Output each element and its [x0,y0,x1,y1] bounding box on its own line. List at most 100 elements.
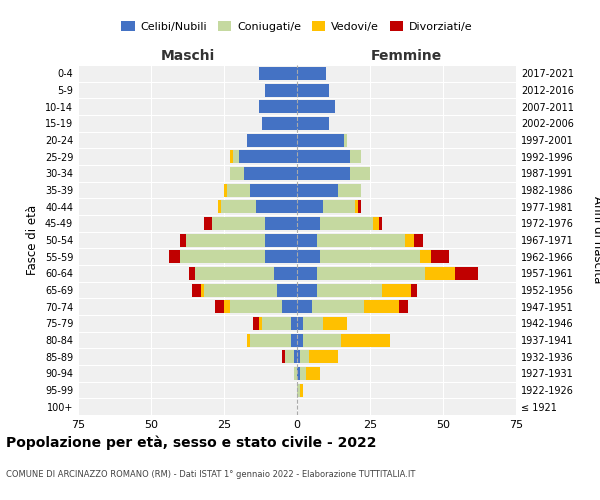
Bar [265,234,297,246]
Bar [192,284,200,296]
Bar [297,284,317,296]
Bar [265,84,297,96]
Bar [230,150,233,163]
Bar [405,234,414,246]
Bar [355,200,358,213]
Bar [297,200,323,213]
Bar [247,334,250,346]
Bar [186,234,265,246]
Bar [373,217,379,230]
Bar [221,200,256,213]
Bar [297,300,311,313]
Bar [311,300,364,313]
Bar [247,134,297,146]
Bar [297,234,317,246]
Bar [169,250,180,263]
Bar [297,150,350,163]
Bar [419,250,431,263]
Bar [344,134,347,146]
Bar [303,334,341,346]
Bar [203,284,277,296]
Bar [212,217,265,230]
Bar [297,117,329,130]
Bar [274,267,297,280]
Bar [180,234,186,246]
Bar [224,184,227,196]
Bar [300,350,308,363]
Bar [297,84,329,96]
Bar [291,334,297,346]
Bar [262,317,291,330]
Bar [317,284,382,296]
Bar [283,350,286,363]
Bar [350,150,361,163]
Bar [320,250,419,263]
Bar [259,67,297,80]
Bar [283,300,297,313]
Bar [195,267,274,280]
Bar [297,250,320,263]
Bar [297,334,303,346]
Bar [297,67,326,80]
Bar [291,317,297,330]
Bar [297,100,335,113]
Bar [250,184,297,196]
Bar [262,117,297,130]
Bar [341,334,391,346]
Bar [239,150,297,163]
Text: COMUNE DI ARCINAZZO ROMANO (RM) - Dati ISTAT 1° gennaio 2022 - Elaborazione TUTT: COMUNE DI ARCINAZZO ROMANO (RM) - Dati I… [6,470,415,479]
Bar [320,217,373,230]
Y-axis label: Anni di nascita: Anni di nascita [590,196,600,284]
Text: Popolazione per età, sesso e stato civile - 2022: Popolazione per età, sesso e stato civil… [6,435,377,450]
Bar [303,317,323,330]
Bar [455,267,478,280]
Text: Maschi: Maschi [160,48,215,62]
Bar [286,350,294,363]
Bar [180,250,265,263]
Bar [200,284,203,296]
Bar [364,300,399,313]
Bar [323,200,355,213]
Bar [250,334,291,346]
Bar [414,234,422,246]
Bar [294,350,297,363]
Bar [297,367,300,380]
Bar [253,317,259,330]
Bar [317,234,405,246]
Bar [218,200,221,213]
Bar [265,250,297,263]
Bar [297,167,350,180]
Bar [230,167,244,180]
Bar [350,167,370,180]
Bar [259,317,262,330]
Bar [203,217,212,230]
Bar [317,267,425,280]
Bar [431,250,449,263]
Bar [189,267,195,280]
Bar [259,100,297,113]
Bar [233,150,239,163]
Bar [256,200,297,213]
Bar [297,217,320,230]
Bar [425,267,455,280]
Bar [297,384,300,396]
Bar [294,367,297,380]
Bar [297,184,338,196]
Bar [230,300,283,313]
Bar [215,300,224,313]
Bar [300,367,306,380]
Bar [277,284,297,296]
Bar [227,184,250,196]
Bar [297,350,300,363]
Bar [265,217,297,230]
Bar [411,284,417,296]
Bar [358,200,361,213]
Bar [224,300,230,313]
Text: Femmine: Femmine [371,48,442,62]
Legend: Celibi/Nubili, Coniugati/e, Vedovi/e, Divorziati/e: Celibi/Nubili, Coniugati/e, Vedovi/e, Di… [117,16,477,36]
Bar [300,384,303,396]
Bar [379,217,382,230]
Bar [399,300,408,313]
Bar [306,367,320,380]
Bar [297,317,303,330]
